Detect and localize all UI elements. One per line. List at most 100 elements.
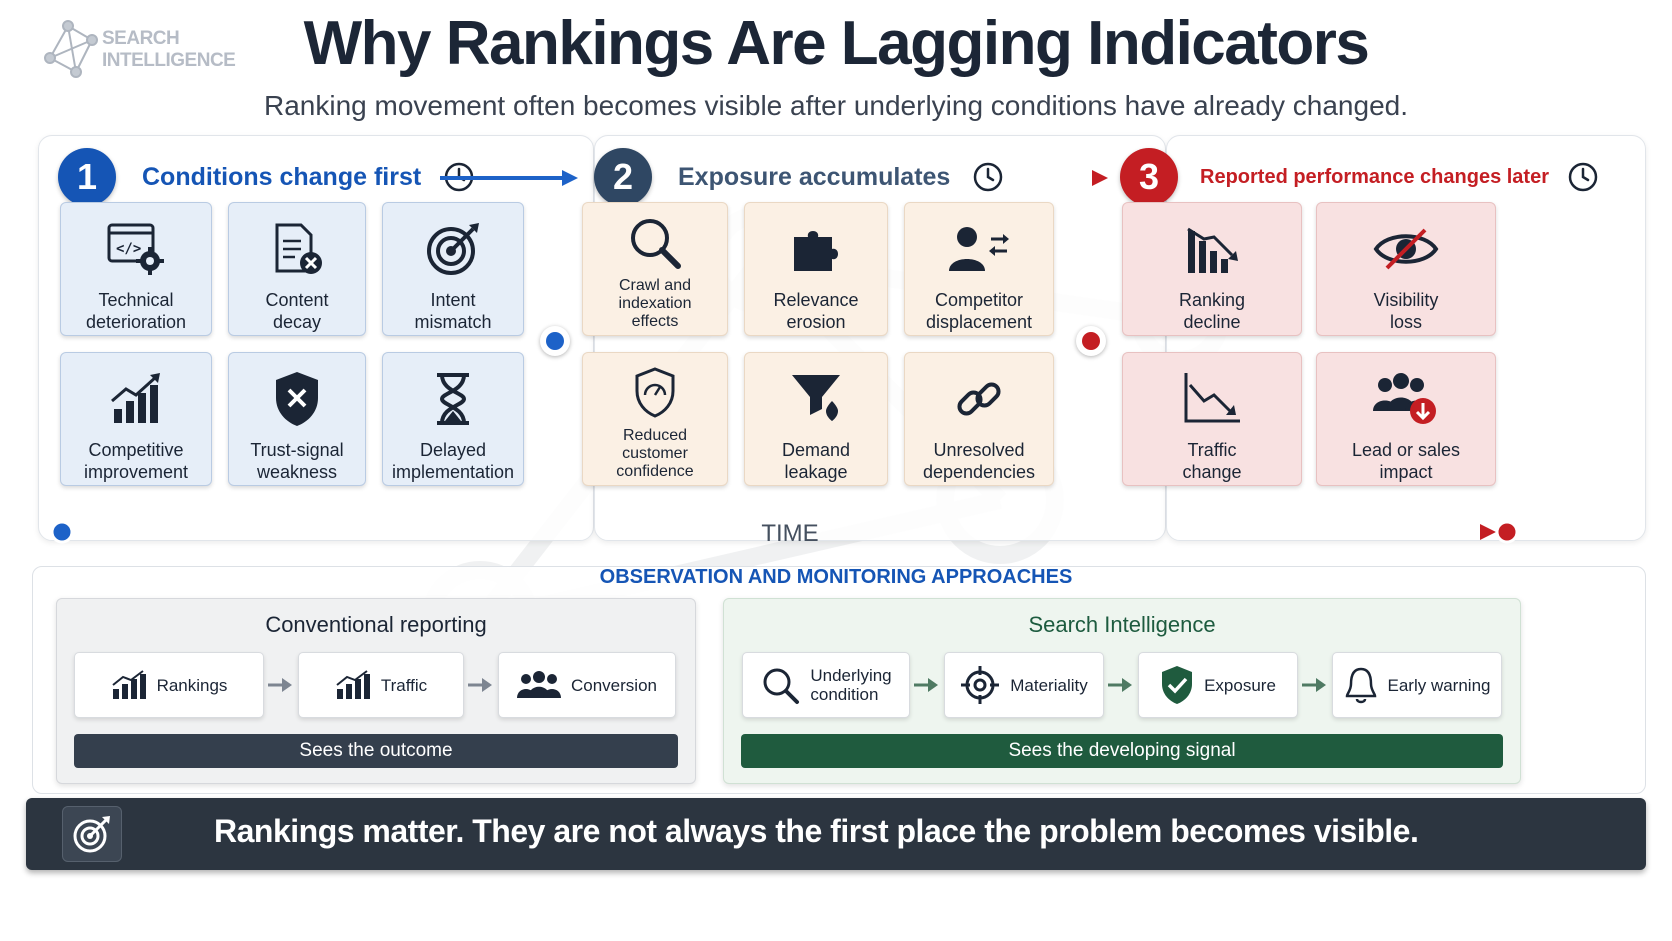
card-delayed-implementation: Delayed implementation	[382, 352, 524, 486]
bar-decline-icon	[1187, 227, 1238, 273]
card-label: Ranking decline	[1178, 290, 1246, 332]
card-lead-sales-impact: Lead or sales impact	[1316, 352, 1496, 486]
bar-growth-icon	[111, 373, 160, 423]
bell-icon	[1345, 667, 1376, 704]
svg-text:</>: </>	[116, 241, 141, 257]
magnifier-icon	[631, 219, 681, 269]
card-label: Unresolved dependencies	[922, 440, 1036, 482]
step-label: Rankings	[156, 675, 228, 695]
stage-3-header: 3 Reported performance changes later	[1120, 148, 1599, 206]
connector-node-blue	[540, 326, 570, 356]
time-axis	[50, 520, 1519, 544]
step-label: Underlying condition	[810, 666, 892, 704]
stage-2-header: 2 Exposure accumulates	[594, 148, 1004, 206]
card-label: Lead or sales impact	[1351, 440, 1461, 482]
card-label: Competitive improvement	[83, 440, 189, 482]
card-label: Relevance erosion	[773, 290, 859, 332]
step-label: Exposure	[1204, 675, 1276, 695]
card-label: Delayed implementation	[391, 440, 515, 482]
card-label: Reduced customer confidence	[616, 427, 694, 480]
connector-node-red	[1076, 326, 1106, 356]
step-early-warning: Early warning	[1332, 652, 1502, 718]
step-label: Materiality	[1010, 675, 1088, 695]
hourglass-icon	[437, 373, 469, 425]
logo-line-1: SEARCH	[102, 28, 180, 49]
document-x-icon	[275, 223, 322, 274]
arrow-right-icon	[1108, 678, 1132, 692]
page-subtitle: Ranking movement often becomes visible a…	[263, 90, 1408, 121]
footer-icon-box	[62, 806, 122, 862]
card-reduced-customer-confidence: Reduced customer confidence	[582, 352, 728, 486]
logo-line-2: INTELLIGENCE	[102, 50, 236, 71]
stage-2-number: 2	[594, 148, 652, 206]
card-label: Content decay	[265, 290, 329, 332]
card-unresolved-dependencies: Unresolved dependencies	[904, 352, 1054, 486]
arrow-right-icon	[268, 678, 292, 692]
bar-growth-icon	[111, 670, 146, 699]
step-traffic: Traffic	[298, 652, 464, 718]
step-label: Conversion	[571, 675, 657, 695]
magnifier-icon	[763, 668, 800, 704]
card-relevance-erosion: Relevance erosion	[744, 202, 888, 336]
card-competitive-improvement: Competitive improvement	[60, 352, 212, 486]
stage-1-label: Conditions change first	[142, 162, 422, 191]
arrow-right-icon	[1302, 678, 1326, 692]
conventional-outcome-bar: Sees the outcome	[74, 734, 678, 768]
card-ranking-decline: Ranking decline	[1122, 202, 1302, 336]
stage-1-number: 1	[58, 148, 116, 206]
card-label: Traffic change	[1182, 440, 1242, 482]
person-swap-icon	[949, 227, 1009, 271]
step-label: Early warning	[1387, 675, 1491, 695]
group-down-icon	[1373, 373, 1436, 424]
card-visibility-loss: Visibility loss	[1316, 202, 1496, 336]
chain-link-icon	[957, 382, 1001, 416]
step-exposure: Exposure	[1138, 652, 1298, 718]
stage-2-arrow-icon	[990, 170, 1108, 186]
footer-message: Rankings matter. They are not always the…	[214, 813, 1419, 849]
card-label: Demand leakage	[781, 440, 851, 482]
card-traffic-change: Traffic change	[1122, 352, 1302, 486]
stage-2-label: Exposure accumulates	[678, 162, 951, 191]
network-logo-icon	[44, 20, 98, 78]
gauge-shield-icon	[635, 367, 675, 418]
stage-1-header: 1 Conditions change first	[58, 148, 475, 206]
group-icon	[517, 671, 561, 698]
target-icon	[73, 816, 110, 853]
card-technical-deterioration: </> Technical deterioration	[60, 202, 212, 336]
shield-x-icon	[276, 372, 318, 426]
intelligence-signal-bar: Sees the developing signal	[741, 734, 1503, 768]
conventional-reporting-title: Conventional reporting	[265, 612, 487, 637]
page-title: Why Rankings Are Lagging Indicators	[303, 9, 1370, 78]
arrow-right-icon	[468, 678, 492, 692]
arrow-right-icon	[914, 678, 938, 692]
step-conversion: Conversion	[498, 652, 676, 718]
search-intelligence-logo: SEARCH INTELLIGENCE	[40, 18, 240, 88]
card-label: Intent mismatch	[414, 290, 492, 332]
observation-title: OBSERVATION AND MONITORING APPROACHES	[599, 566, 1073, 588]
stage-3-label: Reported performance changes later	[1200, 165, 1549, 188]
card-label: Technical deterioration	[85, 290, 187, 332]
card-label: Trust-signal weakness	[250, 440, 344, 482]
puzzle-icon	[794, 231, 838, 271]
code-gear-icon: </>	[107, 223, 164, 275]
card-label: Visibility loss	[1373, 290, 1439, 332]
target-icon	[427, 223, 479, 275]
clock-icon	[1568, 162, 1598, 192]
step-label: Traffic	[380, 675, 428, 695]
stage-3-number: 3	[1120, 148, 1178, 206]
card-demand-leakage: Demand leakage	[744, 352, 888, 486]
line-decline-icon	[1184, 373, 1240, 423]
step-materiality: Materiality	[944, 652, 1104, 718]
card-crawl-indexation: Crawl and indexation effects	[582, 202, 728, 336]
eye-slash-icon	[1373, 228, 1439, 270]
search-intelligence-title: Search Intelligence	[1028, 612, 1216, 637]
card-label: Competitor displacement	[925, 290, 1033, 332]
card-intent-mismatch: Intent mismatch	[382, 202, 524, 336]
stage-1-arrow-icon	[440, 170, 578, 186]
card-trust-signal-weakness: Trust-signal weakness	[228, 352, 366, 486]
time-label: TIME	[761, 520, 819, 547]
footer-banner	[26, 798, 1646, 870]
funnel-icon	[792, 375, 840, 421]
step-rankings: Rankings	[74, 652, 264, 718]
card-competitor-displacement: Competitor displacement	[904, 202, 1054, 336]
